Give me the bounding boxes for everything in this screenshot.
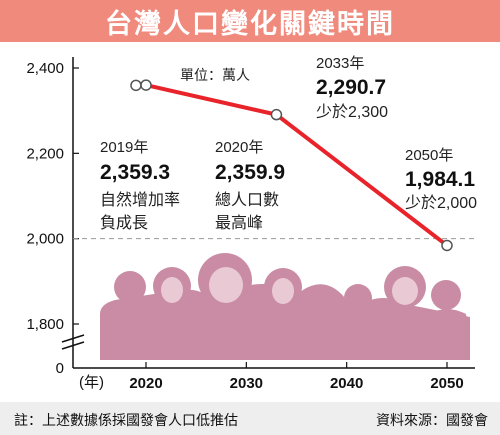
x-ticks: 2020 2030 2040 2050 — [129, 362, 464, 392]
y-tick-label: 2,400 — [26, 60, 64, 77]
y-tick-label: 0 — [56, 360, 64, 377]
data-point — [441, 239, 453, 252]
person-body — [375, 306, 434, 360]
person-head — [114, 271, 146, 303]
person-body — [195, 306, 256, 360]
axis-break-mark — [61, 334, 85, 343]
x-tick-label: 2020 — [129, 375, 162, 392]
axis-break-mark — [61, 341, 85, 350]
person-body — [340, 310, 378, 360]
annotation-2050: 2050年 1,984.1 少於2,000 — [405, 147, 477, 212]
x-tick-label: 2030 — [230, 375, 263, 392]
person-body — [310, 312, 344, 360]
chart-area: 2,400 2,200 2,000 1,800 0 2020 2030 2040 2050 單… — [0, 42, 500, 402]
chart-title: 台灣人口變化關鍵時間 — [105, 8, 395, 40]
person-body — [150, 304, 198, 360]
x-axis-unit: (年) — [79, 374, 104, 391]
footer-note: 註：上述數據係採國發會人口低推估 — [14, 412, 238, 428]
annotation-desc: 最高峰 — [215, 214, 263, 232]
annotation-2019: 2019年 2,359.3 自然增加率 負成長 — [100, 139, 180, 232]
y-tick-label: 2,000 — [26, 231, 64, 248]
annotation-desc: 自然增加率 — [100, 191, 180, 209]
annotation-2033: 2033年 2,290.7 少於2,300 — [316, 55, 388, 121]
person-head — [314, 288, 338, 312]
chart-svg: 2,400 2,200 2,000 1,800 0 2020 2030 2040 2050 單… — [26, 55, 477, 392]
annotation-value: 2,359.3 — [100, 161, 170, 184]
annotation-year: 2020年 — [215, 139, 263, 156]
person-body — [428, 309, 470, 360]
unit-label: 單位：萬人 — [180, 67, 250, 83]
annotation-value: 2,359.9 — [215, 161, 285, 184]
title-bar: 台灣人口變化關鍵時間 — [0, 0, 500, 42]
annotation-2020: 2020年 2,359.9 總人口數 最高峰 — [215, 139, 285, 232]
face-highlight — [272, 278, 294, 304]
footer: 註：上述數據係採國發會人口低推估 資料來源：國發會 — [0, 402, 500, 435]
y-tick-label: 2,200 — [26, 145, 64, 162]
people-silhouettes-icon — [100, 253, 470, 360]
x-tick-label: 2040 — [330, 375, 363, 392]
annotation-year: 2050年 — [405, 147, 453, 164]
series-line — [135, 83, 449, 248]
x-tick-label: 2050 — [430, 375, 463, 392]
y-tick-label: 1,800 — [26, 316, 64, 333]
footer-source: 資料來源：國發會 — [376, 412, 488, 428]
series-line-group — [130, 79, 453, 252]
annotation-desc: 少於2,300 — [316, 103, 388, 121]
face-highlight — [392, 277, 418, 305]
person-body — [105, 306, 155, 360]
person-body — [255, 304, 310, 360]
data-point — [130, 79, 142, 92]
annotation-value: 1,984.1 — [405, 168, 475, 191]
annotation-desc: 負成長 — [100, 214, 148, 232]
face-highlight — [161, 277, 183, 303]
annotation-desc: 總人口數 — [215, 191, 279, 209]
annotation-desc: 少於2,000 — [405, 194, 477, 212]
y-ticks: 2,400 2,200 2,000 1,800 0 — [26, 60, 79, 377]
data-point — [140, 79, 152, 91]
person-head — [431, 280, 461, 310]
data-point — [270, 108, 283, 121]
annotation-value: 2,290.7 — [316, 76, 386, 99]
face-highlight — [209, 267, 243, 303]
annotation-year: 2019年 — [100, 139, 148, 156]
annotation-year: 2033年 — [316, 55, 364, 72]
person-head — [344, 284, 372, 312]
